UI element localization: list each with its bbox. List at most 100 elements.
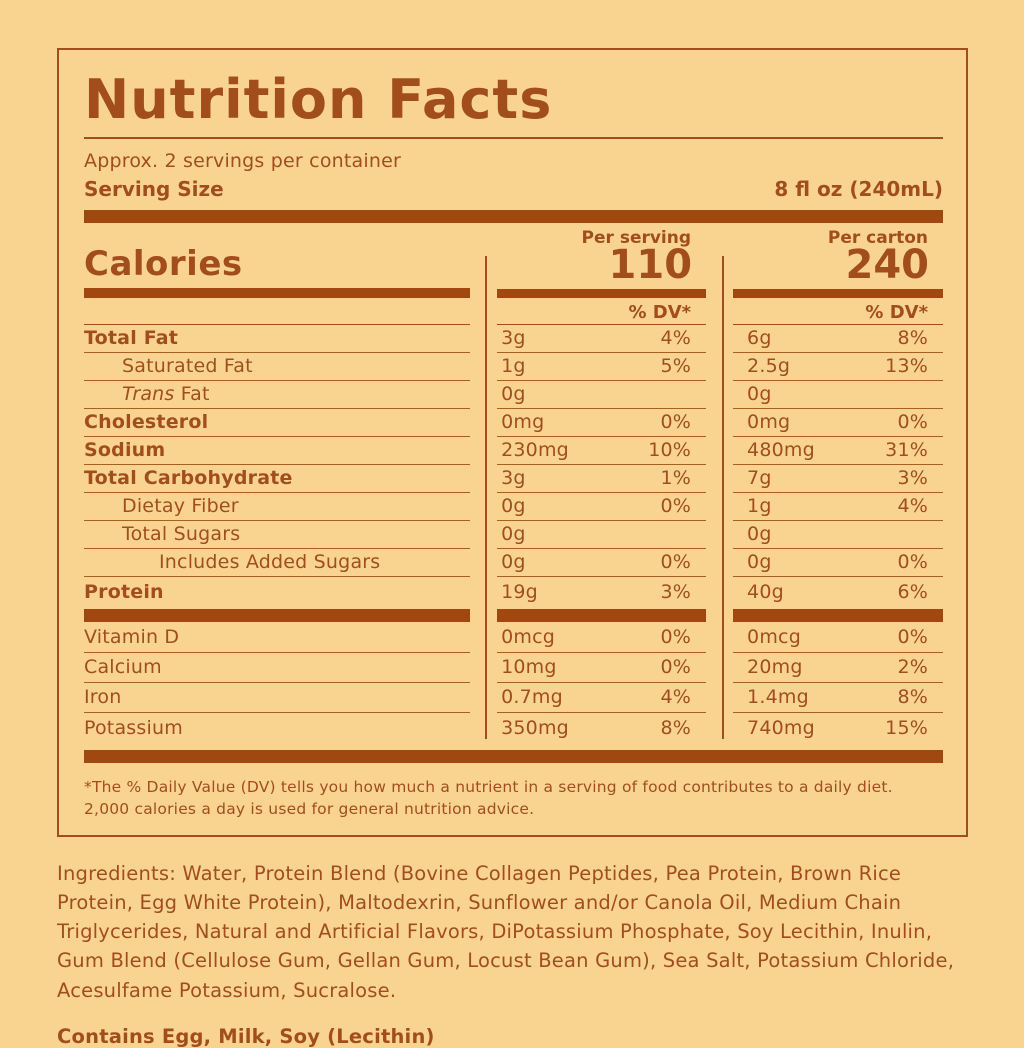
nutrient-amount: 350mg: [501, 716, 569, 739]
nutrient-dv: 8%: [897, 686, 928, 709]
nutrient-amount: 1g: [501, 355, 526, 378]
nutrient-value-row: 19g 3%: [497, 577, 706, 608]
section-bar-mid: [497, 608, 707, 622]
nutrient-value-row: 0g: [733, 521, 943, 549]
nutrient-amount: 0mg: [501, 411, 545, 434]
nutrient-amount: 2.5g: [747, 355, 791, 378]
nutrient-dv: 3%: [660, 581, 692, 604]
nutrient-row-label: Protein: [84, 577, 470, 608]
nutrient-amount: 0g: [747, 383, 772, 406]
nutrient-amount: 0g: [747, 551, 772, 574]
nutrient-row-label: Vitamin D: [84, 623, 471, 653]
nutrient-name: Cholesterol: [84, 411, 209, 434]
daily-value-footnote: *The % Daily Value (DV) tells you how mu…: [84, 777, 893, 819]
nutrient-dv: 15%: [885, 716, 928, 739]
nutrient-row-label: Saturated Fat: [84, 353, 471, 381]
nutrient-value-row: 0g 0%: [497, 549, 707, 577]
nutrient-dv: 8%: [897, 327, 928, 350]
per-carton-micro-rows: 0mcg 0% 20mg 2% 1.4mg 8% 740mg 15%: [733, 623, 943, 743]
serving-size-label: Serving Size: [84, 176, 224, 201]
nutrient-dv: 5%: [660, 355, 692, 378]
nutrient-name: Vitamin D: [84, 626, 180, 649]
calories-underline-bar: [84, 288, 471, 299]
nutrient-amount: 0g: [747, 523, 772, 546]
nutrient-value-row: 0g 0%: [497, 493, 707, 521]
nutrient-amount: 40g: [747, 581, 784, 604]
nutrient-value-row: 20mg 2%: [733, 653, 943, 683]
nutrient-value-row: 0mg 0%: [497, 409, 707, 437]
spacer: [84, 298, 470, 324]
nutrient-amount: 740mg: [747, 716, 815, 739]
serving-size-row: Serving Size 8 fl oz (240mL): [84, 177, 943, 201]
per-serving-micro-rows: 0mcg 0% 10mg 0% 0.7mg 4% 350mg 8%: [497, 623, 707, 743]
nutrient-name: Calcium: [84, 656, 162, 679]
nutrient-amount: 0g: [501, 551, 526, 574]
nutrient-amount: 480mg: [747, 439, 815, 462]
nutrient-name: Total Carbohydrate: [84, 467, 293, 490]
nutrient-value-row: 0.7mg 4%: [497, 683, 707, 713]
nutrient-amount: 7g: [747, 467, 772, 490]
nutrient-dv: 2%: [897, 656, 928, 679]
nutrient-value-row: 1g 4%: [733, 493, 943, 521]
nutrient-dv: 4%: [897, 495, 928, 518]
section-bar-bottom: [84, 749, 943, 763]
nutrient-name: Total Sugars: [122, 523, 241, 546]
nutrient-value-row: 10mg 0%: [497, 653, 707, 683]
per-serving-dv-header: % DV*: [628, 302, 692, 324]
calories-underline-bar: [497, 288, 707, 299]
nutrition-facts-panel: Nutrition Facts Approx. 2 servings per c…: [57, 48, 968, 837]
nutrient-value-row: 40g 6%: [733, 577, 943, 608]
nutrient-name: Trans Fat: [122, 383, 210, 406]
per-serving-calories: 110: [608, 241, 693, 288]
nutrient-amount: 0.7mg: [501, 686, 563, 709]
serving-size-value: 8 fl oz (240mL): [774, 176, 943, 201]
allergen-statement: Contains Egg, Milk, Soy (Lecithin): [57, 1024, 435, 1048]
nutrient-name: Includes Added Sugars: [159, 551, 381, 574]
nutrient-amount: 3g: [501, 467, 526, 490]
nutrient-dv: 0%: [660, 551, 692, 574]
per-serving-header: Per serving 110 % DV*: [497, 227, 707, 325]
nutrient-value-row: 0mcg 0%: [497, 623, 707, 653]
nutrient-dv: 0%: [660, 495, 692, 518]
column-divider: [485, 255, 487, 739]
nutrient-row-label: Cholesterol: [84, 409, 471, 437]
per-serving-label: Per serving: [581, 227, 692, 248]
nutrient-value-row: 1.4mg 8%: [733, 683, 943, 713]
micronutrient-name-rows: Vitamin D Calcium Iron Potassium: [84, 623, 471, 743]
nutrient-value-row: 230mg 10%: [497, 437, 707, 465]
nutrition-facts-title: Nutrition Facts: [84, 68, 553, 131]
nutrient-amount: 0g: [501, 495, 526, 518]
nutrient-value-row: 0g 0%: [733, 549, 943, 577]
nutrient-amount: 0g: [501, 383, 526, 406]
nutrient-dv: 6%: [897, 581, 928, 604]
per-carton-calories: 240: [845, 241, 930, 288]
nutrient-amount: 0mcg: [747, 626, 801, 649]
nutrient-amount: 20mg: [747, 656, 803, 679]
nutrient-dv: 0%: [897, 411, 928, 434]
nutrient-value-row: 6g 8%: [733, 325, 943, 353]
nutrient-row-label: Total Fat: [84, 325, 471, 353]
nutrient-dv: 0%: [897, 551, 928, 574]
nutrient-dv: 0%: [897, 626, 928, 649]
per-carton-value-rows: 6g 8% 2.5g 13% 0g 0mg 0% 480mg 31% 7g 3% 1g 4% 0g 0g 0%…: [733, 325, 943, 608]
per-carton-label: Per carton: [827, 227, 928, 248]
nutrient-name: Total Fat: [84, 327, 179, 350]
nutrient-dv: 0%: [660, 626, 692, 649]
section-bar-mid: [84, 608, 471, 622]
nutrient-value-row: 350mg 8%: [497, 713, 706, 743]
nutrient-row-label: Calcium: [84, 653, 471, 683]
nutrient-dv: 10%: [648, 439, 692, 462]
nutrient-row-label: Potassium: [84, 713, 470, 743]
nutrient-value-row: 3g 4%: [497, 325, 707, 353]
nutrient-value-row: 1g 5%: [497, 353, 707, 381]
nutrient-value-row: 0mg 0%: [733, 409, 943, 437]
servings-per-container: Approx. 2 servings per container: [84, 149, 401, 172]
nutrient-value-row: 0g: [497, 521, 707, 549]
nutrient-amount: 0mg: [747, 411, 791, 434]
nutrient-value-row: 740mg 15%: [733, 713, 943, 743]
nutrient-amount: 230mg: [501, 439, 569, 462]
nutrient-name: Sodium: [84, 439, 166, 462]
nutrient-value-row: 7g 3%: [733, 465, 943, 493]
nutrient-value-row: 3g 1%: [497, 465, 707, 493]
nutrient-amount: 0g: [501, 523, 526, 546]
